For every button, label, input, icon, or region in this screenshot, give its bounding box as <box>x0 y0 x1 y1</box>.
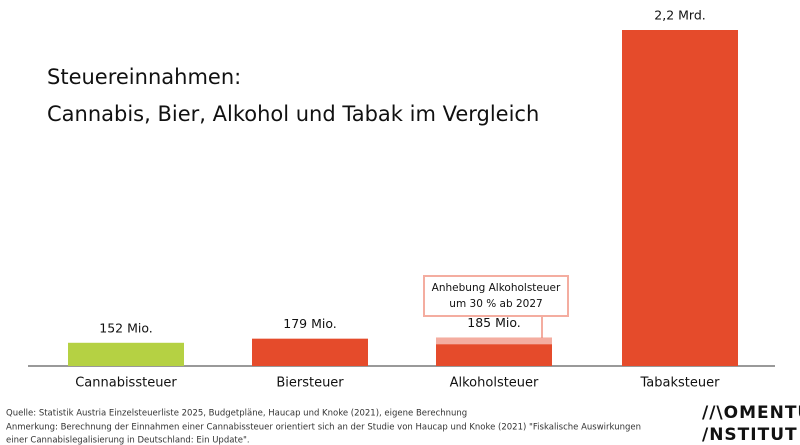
bar <box>252 338 368 366</box>
chart-title: Cannabis, Bier, Alkohol und Tabak im Ver… <box>47 102 539 126</box>
bar <box>622 30 738 366</box>
x-tick-label: Cannabissteuer <box>75 376 177 391</box>
x-tick-label: Alkoholsteuer <box>450 376 539 391</box>
annotation: Anhebung Alkoholsteuer <box>432 282 561 294</box>
x-tick-label: Biersteuer <box>276 376 344 391</box>
note: Anmerkung: Berechnung der Einnahmen eine… <box>6 423 641 433</box>
logo: //\OMENTUM <box>702 403 800 423</box>
increase-segment <box>436 337 552 345</box>
x-tick-label: Tabaksteuer <box>640 376 721 391</box>
note: einer Cannabislegalisierung in Deutschla… <box>6 436 250 445</box>
annotation: um 30 % ab 2027 <box>449 298 542 310</box>
bar <box>68 342 184 366</box>
chart-title: Steuereinnahmen: <box>47 65 241 89</box>
source: Quelle: Statistik Austria Einzelsteuerli… <box>6 409 467 419</box>
annotation-box <box>423 275 569 317</box>
value-label: 2,2 Mrd. <box>654 8 705 23</box>
value-label: 179 Mio. <box>283 316 337 331</box>
logo: /NSTITUT <box>702 425 798 445</box>
value-label: 185 Mio. <box>467 315 521 330</box>
value-label: 152 Mio. <box>99 320 153 335</box>
